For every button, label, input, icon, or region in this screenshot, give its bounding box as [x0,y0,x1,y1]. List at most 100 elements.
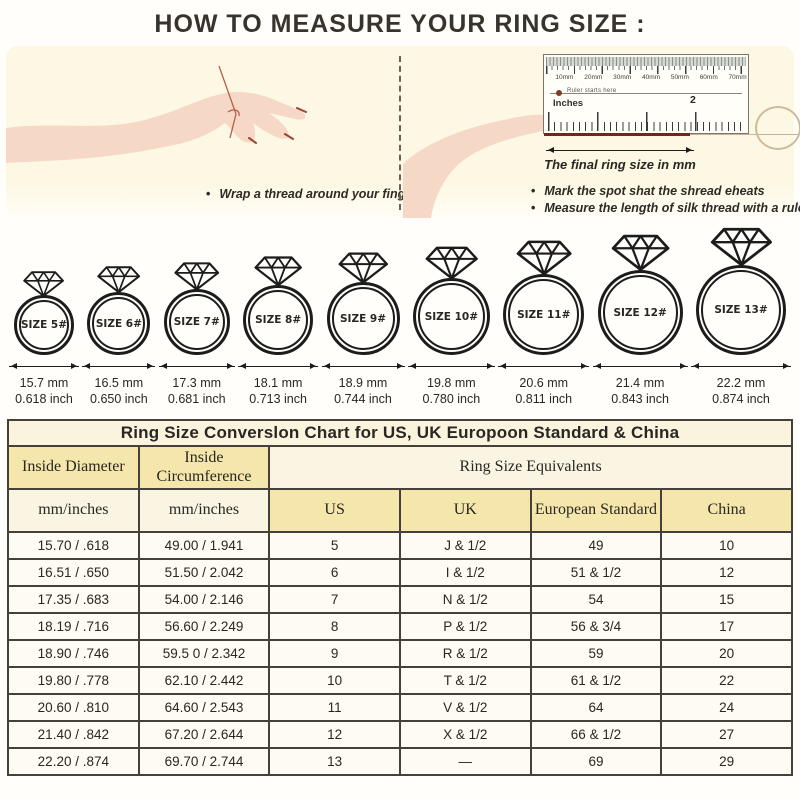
diamond-icon [97,266,141,294]
ring-size-diagram: SIZE 7# 17.3 mm 0.681 inch [158,261,236,406]
ring-size-label: SIZE 11# [517,308,571,321]
cell-us: 6 [268,558,401,587]
diameter-mm: 18.1 mm [253,376,303,390]
diamond-icon [516,240,572,276]
diamond-icon [425,246,478,280]
diameter-arrow [497,362,590,371]
diamond-icon [174,262,220,291]
cell-us: 12 [268,720,401,749]
ruler-inch-number: 2 [690,94,696,106]
ruler-illustration: 10mm 20mm 30mm 40mm 50mm 60mm 70mm Ruler… [543,54,800,136]
diameter-inch: 0.780 inch [422,392,481,406]
bullet-icon: • [531,184,536,198]
ring-size-label: SIZE 10# [424,310,479,323]
measure-length-bullet: • Measure the length of silk thread with … [531,200,800,217]
diameter-mm: 16.5 mm [94,376,144,390]
ruler-mm-labels: 10mm 20mm 30mm 40mm 50mm 60mm 70mm [550,74,752,81]
header-mm-inches-circumference: mm/inches [137,488,271,533]
dashed-divider [399,56,401,210]
ring-size-label: SIZE 13# [714,304,768,316]
table-row: 18.90 / .746 59.5 0 / 2.342 9 R & 1/2 59… [7,639,793,668]
header-us: US [268,488,401,533]
cell-european: 54 [529,585,663,614]
ruler-mm-label: 40mm [641,74,661,81]
final-size-arrow [545,146,695,155]
cell-circumference: 56.60 / 2.249 [137,612,271,641]
bullet-icon: • [531,201,536,215]
ring-circle: SIZE 7# [163,289,230,355]
cell-diameter: 18.19 / .716 [7,612,140,641]
cell-european: 49 [529,531,663,560]
ring-circle: SIZE 8# [243,285,314,355]
cell-us: 5 [268,531,401,560]
diameter-inch: 0.713 inch [249,392,307,406]
header-china: China [660,488,793,533]
diamond-icon [338,252,388,284]
cell-us: 10 [268,666,401,695]
cell-circumference: 67.20 / 2.644 [137,720,271,749]
cell-diameter: 19.80 / .778 [7,666,140,695]
diameter-inch: 0.874 inch [712,392,770,406]
diameter-mm: 19.8 mm [427,376,476,390]
table-row: 20.60 / .810 64.60 / 2.543 11 V & 1/2 64… [7,693,793,722]
measure-step-panel: 10mm 20mm 30mm 40mm 50mm 60mm 70mm Ruler… [403,46,800,218]
ruler-mm-label: 20mm [584,74,603,81]
thread-line [544,133,690,136]
diameter-mm: 15.7 mm [19,376,69,390]
cell-us: 9 [268,639,401,668]
cell-circumference: 62.10 / 2.442 [137,666,271,695]
diameter-arrow [407,362,496,371]
cell-european: 69 [529,747,663,776]
ruler-mm-label: 50mm [670,74,689,81]
ring-size-diagram: SIZE 12# 21.4 mm 0.843 inch [592,233,689,406]
cell-us: 11 [268,693,401,722]
ring-size-diagram: SIZE 11# 20.6 mm 0.811 inch [497,239,590,406]
cell-uk: J & 1/2 [398,531,532,560]
diameter-mm: 17.3 mm [172,376,222,390]
ruler-mm-band [546,57,746,66]
cell-china: 17 [660,612,793,641]
ring-size-label: SIZE 5# [20,319,67,331]
header-european-standard: European Standard [529,488,663,533]
diameter-arrow [81,362,156,371]
wrap-thread-text: Wrap a thread around your finger [219,187,418,201]
cell-china: 15 [660,585,793,614]
ring-size-diagram: SIZE 5# 15.7 mm 0.618 inch [8,270,80,406]
cell-uk: V & 1/2 [398,693,532,722]
cell-diameter: 15.70 / .618 [7,531,140,560]
measure-length-text: Measure the length of silk thread with a… [544,201,800,215]
cell-european: 59 [529,639,663,668]
diameter-mm: 21.4 mm [615,376,665,390]
table-header-row-2: mm/inches mm/inches US UK European Stand… [7,488,793,533]
ruler-inch-ticks-tall [548,112,744,131]
ring-size-label: SIZE 12# [613,306,667,319]
ring-size-diagram: SIZE 13# 22.2 mm 0.874 inch [690,226,792,406]
ruler-inches-label: Inches [553,98,584,109]
cell-diameter: 21.40 / .842 [7,720,140,749]
diameter-inch: 0.744 inch [334,392,392,406]
table-header-row-1: Inside Diameter Inside Circumference Rin… [7,445,793,490]
instructions-section: • Wrap a thread around your finger 10mm 2… [6,46,800,218]
measure-step-bullets: • Mark the spot shat the shread eheats • M… [531,183,800,217]
table-row: 15.70 / .618 49.00 / 1.941 5 J & 1/2 49 … [7,531,793,560]
cell-china: 12 [660,558,793,587]
ruler-mm-label: 70mm [728,74,747,81]
cell-china: 29 [660,747,793,776]
mark-spot-text: Mark the spot shat the shread eheats [544,184,765,198]
cell-european: 56 & 3/4 [529,612,663,641]
ring-size-diagram: SIZE 10# 19.8 mm 0.780 inch [407,245,496,406]
header-mm-inches-diameter: mm/inches [7,488,140,533]
cell-us: 8 [268,612,401,641]
diamond-icon [710,227,772,267]
wrap-thread-bullet: • Wrap a thread around your finger [206,186,417,203]
diamond-icon [23,270,65,297]
cell-european: 64 [529,693,663,722]
cell-china: 24 [660,693,793,722]
thread-step-panel: • Wrap a thread around your finger [6,46,417,218]
cell-uk: — [398,747,532,776]
ring-size-diagram: SIZE 9# 18.9 mm 0.744 inch [321,251,406,406]
ruler-start-label: Ruler starts here [567,87,617,94]
ring-circle: SIZE 6# [87,292,151,355]
cell-diameter: 20.60 / .810 [7,693,140,722]
thread-line-light [690,133,800,135]
